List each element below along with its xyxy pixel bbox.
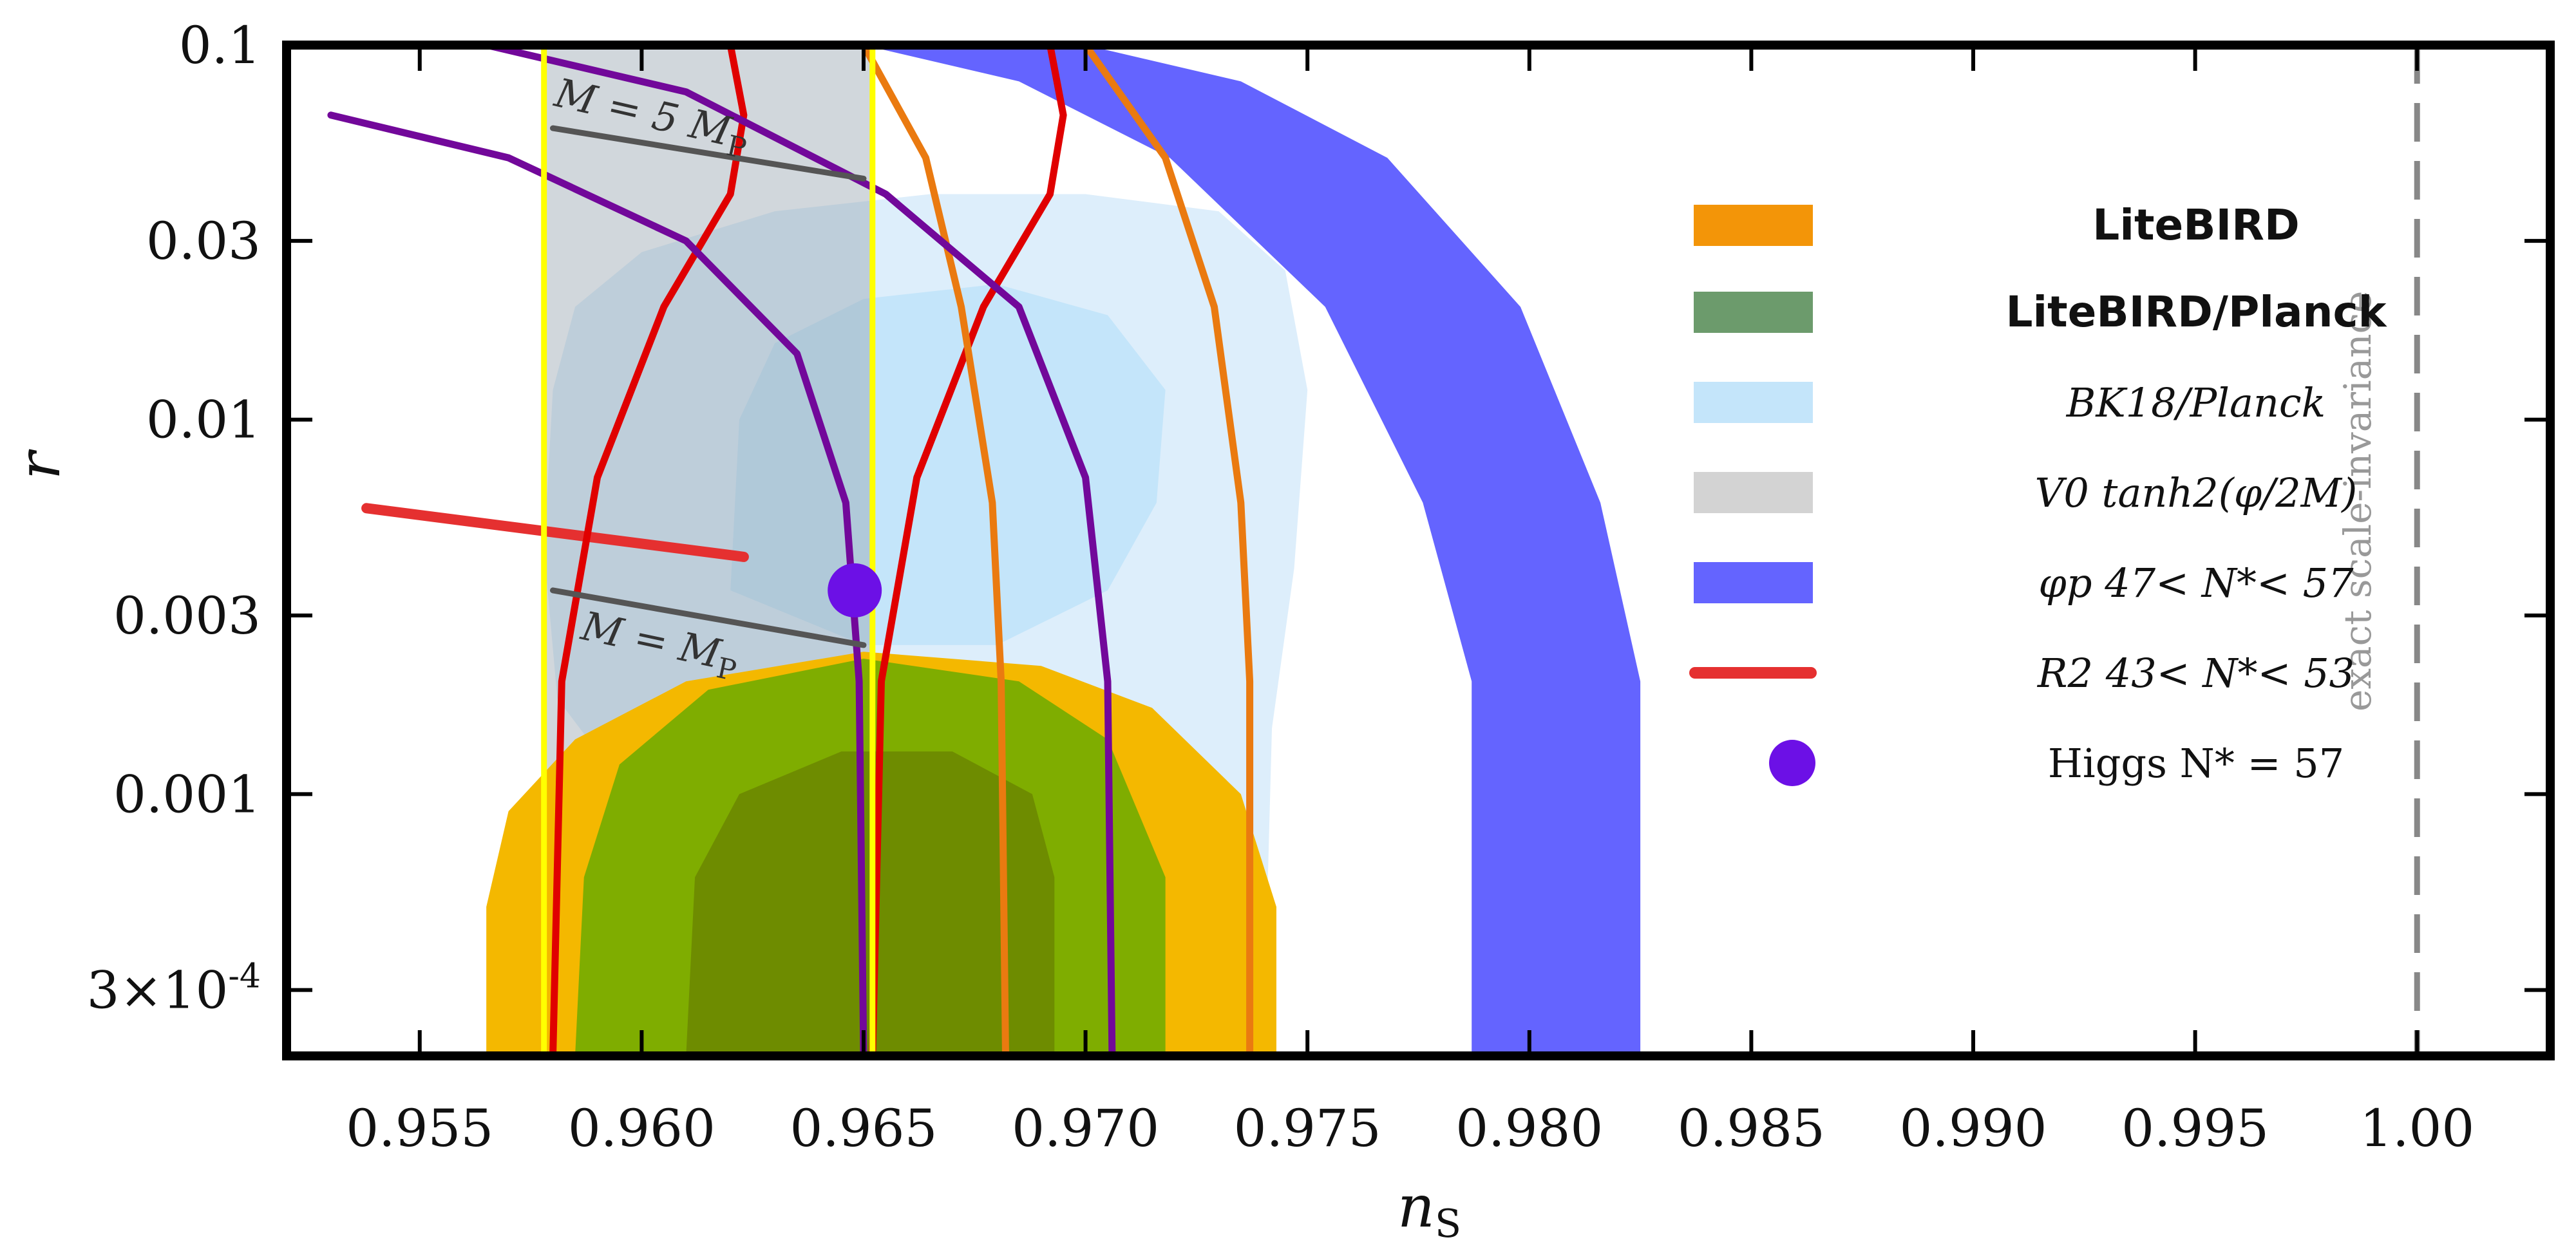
y-tick-label: 0.03 (146, 211, 261, 271)
reference-line-label: exact scale-invariance (2336, 291, 2380, 711)
series-line-2 (869, 45, 1067, 1056)
legend-entry-r2-43-n-53: R2 43< N*< 53 (1689, 650, 2354, 697)
series-line-3 (860, 45, 1009, 1056)
legend-label: LiteBIRD/Planck (2005, 287, 2387, 337)
y-tick-label: 3×10-4 (87, 957, 261, 1021)
series-line-9 (550, 125, 867, 182)
marker-higgs-n-57 (828, 563, 882, 617)
plot-area (486, 45, 1641, 1056)
legend-entry-v0-tanh2-2m: V0 tanh2(φ/2M) (1694, 469, 2357, 516)
series-line-1 (549, 45, 748, 1056)
legend-label: R2 43< N*< 53 (2037, 650, 2354, 697)
x-tick-label: 0.970 (1012, 1098, 1159, 1158)
legend-swatch (1694, 382, 1813, 423)
legend-label: BK18/Planck (2066, 379, 2325, 426)
legend-swatch (1694, 205, 1813, 246)
legend-entry-litebird: LiteBIRD (1694, 200, 2300, 250)
band-phi-p-47-n-57 (863, 45, 1641, 1056)
legend-label: φp 47< N*< 57 (2038, 560, 2354, 607)
y-tick-label: 0.01 (146, 390, 261, 450)
x-axis-label-sub: S (1435, 1201, 1461, 1242)
x-tick-label: 0.985 (1678, 1098, 1825, 1158)
series-line-5 (327, 111, 867, 1056)
x-tick-label: 0.995 (2121, 1098, 2269, 1158)
y-tick-label: 0.003 (113, 586, 261, 646)
legend-swatch (1694, 292, 1813, 333)
legend-entry-p-47-n-57: φp 47< N*< 57 (1694, 560, 2354, 607)
legend-label: Higgs N* = 57 (2048, 740, 2344, 787)
plot-frame (282, 41, 2555, 1060)
legend-swatch (1769, 740, 1815, 786)
legend-entry-bk18-planck: BK18/Planck (1694, 379, 2325, 426)
x-tick-label: 0.960 (568, 1098, 715, 1158)
y-tick-label: 0.001 (113, 764, 261, 824)
x-axis-label: nS (1397, 1173, 1461, 1242)
legend-label: V0 tanh2(φ/2M) (2035, 469, 2358, 516)
legend-entry-litebird-planck: LiteBIRD/Planck (1694, 287, 2388, 337)
x-tick-label: 0.965 (790, 1098, 937, 1158)
x-tick-label: 0.980 (1455, 1098, 1603, 1158)
legend-swatch (1694, 472, 1813, 513)
y-tick-label: 0.1 (179, 15, 261, 75)
x-tick-label: 0.955 (346, 1098, 493, 1158)
series-line-r-2-43-n-53 (361, 503, 749, 562)
x-axis: 0.955 0.960 0.965 0.970 0.975 0.980 0.985 0.990… (346, 45, 2474, 1158)
legend: LiteBIRD LiteBIRD/Planck BK18/Planck V0 tan… (1689, 200, 2388, 787)
y-axis: 0.1 0.03 0.01 0.003 0.001 3×10-4 (87, 15, 2550, 1021)
series-line-4 (1082, 45, 1254, 1056)
y-axis-label: r (6, 449, 73, 480)
series-line-10 (550, 587, 867, 648)
x-tick-label: 1.00 (2360, 1098, 2474, 1158)
series-line-6 (482, 45, 1116, 1056)
legend-label: LiteBIRD (2092, 200, 2299, 250)
x-tick-label: 0.975 (1234, 1098, 1381, 1158)
legend-swatch (1694, 562, 1813, 603)
marks-layer: exact scale-invariance (327, 45, 2420, 1056)
region-bk18-planck-68 (730, 284, 1166, 645)
x-tick-label: 0.990 (1900, 1098, 2047, 1158)
legend-entry-higgs-n-57: Higgs N* = 57 (1769, 740, 2344, 787)
